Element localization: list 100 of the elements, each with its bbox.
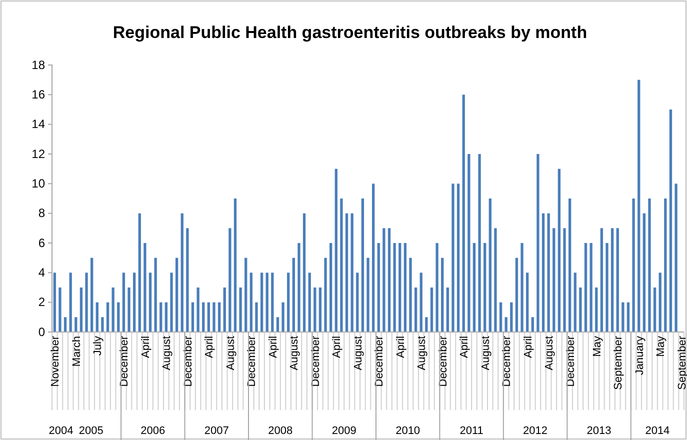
bar bbox=[452, 184, 454, 332]
bar bbox=[144, 243, 146, 332]
text: 2006 bbox=[140, 425, 166, 437]
bar bbox=[318, 288, 322, 332]
bar bbox=[520, 243, 524, 332]
x-tick-label: August bbox=[544, 336, 556, 370]
bar bbox=[212, 302, 216, 332]
bar bbox=[191, 302, 194, 332]
bar bbox=[414, 288, 418, 332]
bar bbox=[90, 258, 94, 332]
bar bbox=[446, 288, 449, 332]
x-tick-label: April bbox=[522, 336, 534, 358]
text: 2007 bbox=[204, 425, 229, 437]
x-tick-label: December bbox=[564, 336, 577, 387]
bar bbox=[58, 288, 62, 332]
bar bbox=[276, 317, 280, 332]
bar bbox=[329, 243, 332, 332]
bar bbox=[510, 302, 513, 332]
bar bbox=[366, 258, 370, 332]
x-tick-label: August bbox=[480, 336, 492, 370]
bar bbox=[101, 317, 104, 332]
x-tick-label: March bbox=[70, 336, 83, 367]
bar bbox=[468, 154, 470, 332]
bar bbox=[462, 94, 465, 332]
bar bbox=[175, 258, 178, 332]
bar bbox=[542, 213, 545, 332]
bar bbox=[308, 272, 311, 332]
bar bbox=[515, 258, 518, 332]
bar bbox=[170, 272, 173, 332]
bar bbox=[610, 228, 614, 332]
bar bbox=[472, 243, 476, 332]
y-tick-label: 6 bbox=[38, 236, 46, 250]
bar bbox=[504, 317, 508, 332]
bar bbox=[478, 154, 481, 332]
bar bbox=[456, 184, 460, 332]
bar bbox=[568, 198, 572, 332]
x-tick-label: August bbox=[161, 336, 174, 370]
x-tick-label: August bbox=[352, 336, 364, 370]
bar bbox=[138, 213, 141, 332]
x-tick-label: April bbox=[267, 336, 280, 358]
bar bbox=[345, 213, 348, 332]
bar bbox=[409, 258, 412, 332]
bar bbox=[536, 154, 540, 332]
bar bbox=[653, 288, 656, 332]
bar bbox=[298, 243, 300, 332]
text: 2012 bbox=[523, 425, 548, 437]
x-tick-label: April bbox=[394, 336, 407, 358]
bar bbox=[658, 272, 662, 332]
y-tick-label: 4 bbox=[38, 266, 46, 280]
bar bbox=[616, 228, 619, 332]
bar bbox=[547, 213, 550, 332]
x-tick-label: April bbox=[204, 336, 216, 358]
bar bbox=[324, 258, 327, 332]
bar bbox=[622, 302, 624, 332]
bar bbox=[160, 302, 162, 332]
bar bbox=[164, 302, 168, 332]
bar bbox=[595, 288, 598, 332]
bar bbox=[393, 243, 396, 332]
bar bbox=[266, 272, 268, 332]
bar bbox=[584, 243, 588, 332]
bar bbox=[244, 258, 248, 332]
bar bbox=[180, 213, 184, 332]
y-tick-label: 14 bbox=[32, 117, 46, 132]
bar bbox=[69, 272, 72, 332]
y-tick-label: 0 bbox=[38, 324, 46, 339]
bar bbox=[574, 272, 576, 332]
bar bbox=[255, 302, 258, 332]
bar bbox=[398, 243, 402, 332]
bar bbox=[382, 228, 386, 332]
bar bbox=[356, 272, 359, 332]
text: 2011 bbox=[460, 425, 484, 437]
text: 2009 bbox=[332, 425, 356, 437]
bar bbox=[350, 213, 354, 332]
bar bbox=[207, 302, 210, 332]
bar bbox=[648, 198, 651, 332]
bar bbox=[154, 258, 157, 332]
bar bbox=[674, 184, 678, 332]
x-tick-label: May bbox=[655, 336, 668, 357]
bar bbox=[606, 243, 608, 332]
x-tick-label: November bbox=[50, 336, 62, 387]
x-tick-label: May bbox=[591, 336, 604, 357]
bar bbox=[420, 272, 422, 332]
bar bbox=[484, 243, 486, 332]
bar bbox=[552, 228, 556, 332]
bar bbox=[96, 302, 98, 332]
bar bbox=[590, 243, 592, 332]
bar bbox=[106, 302, 110, 332]
bar bbox=[488, 198, 492, 332]
bar bbox=[218, 302, 221, 332]
bar bbox=[260, 272, 264, 332]
bar bbox=[626, 302, 630, 332]
bar bbox=[669, 110, 672, 332]
bar bbox=[117, 302, 120, 332]
x-tick-label: December bbox=[246, 336, 258, 387]
text: 2014 bbox=[645, 425, 670, 437]
x-tick-label: April bbox=[331, 336, 344, 358]
bar bbox=[287, 272, 290, 332]
bar bbox=[436, 243, 438, 332]
x-tick-label: April bbox=[458, 336, 471, 358]
bar bbox=[271, 272, 274, 332]
